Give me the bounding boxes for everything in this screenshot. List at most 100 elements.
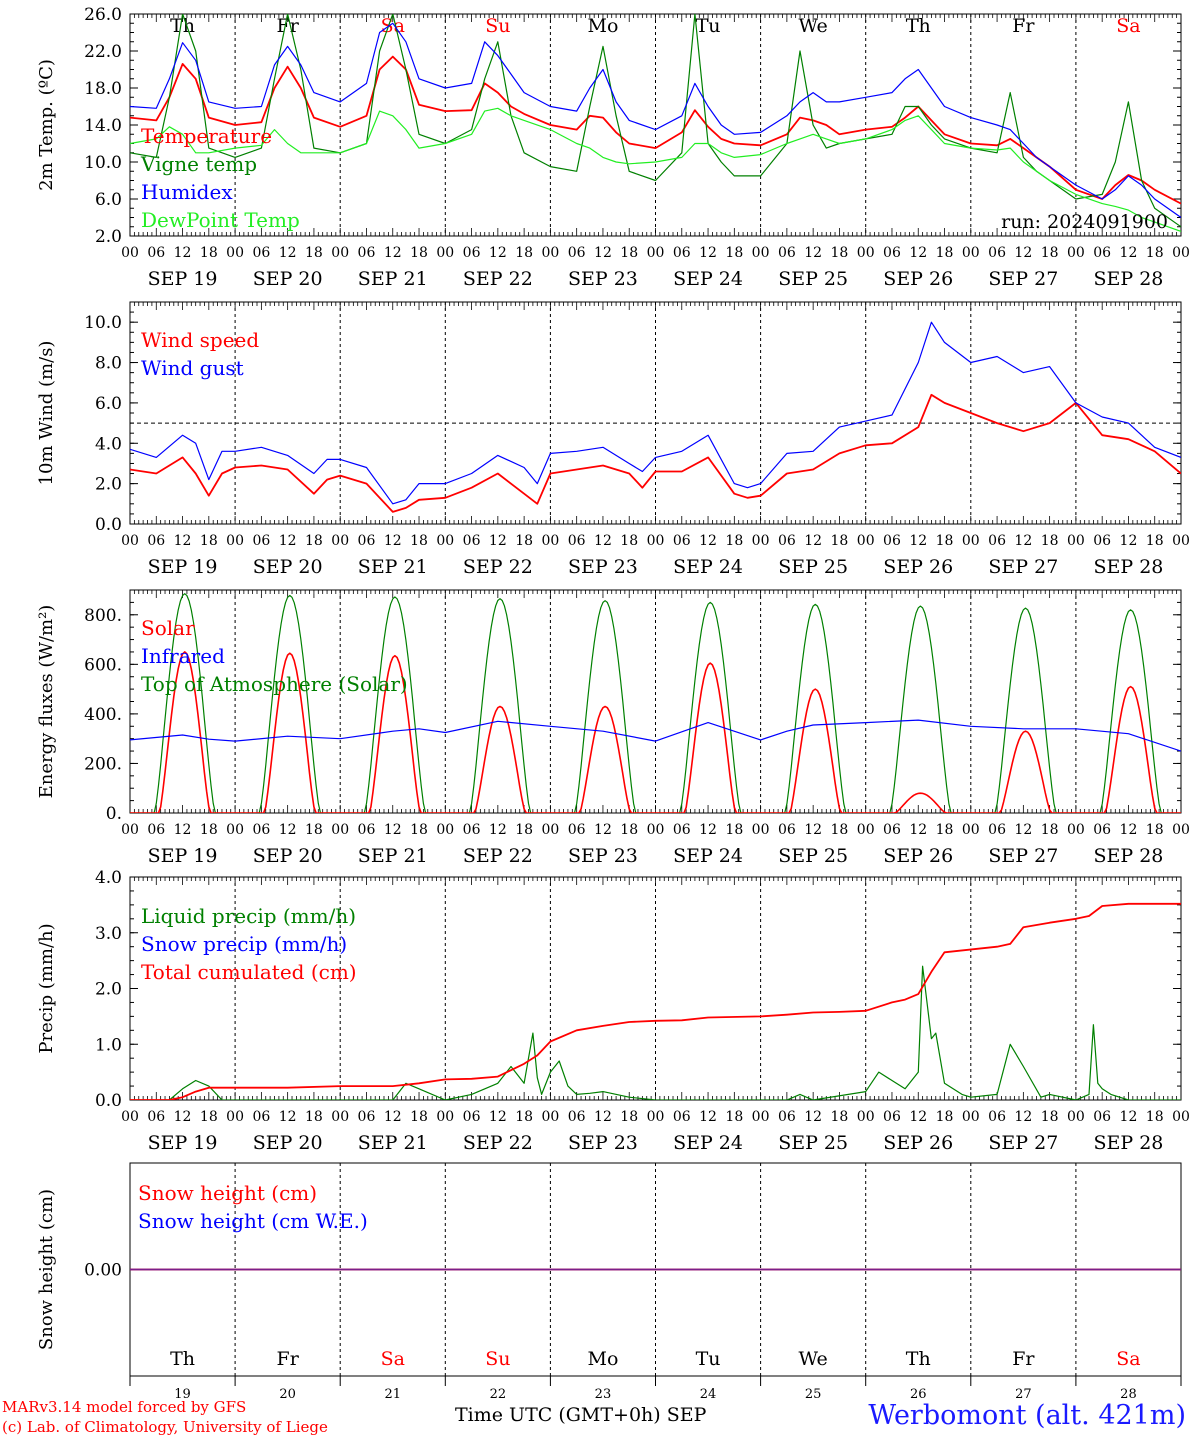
snow-y-axis-label: Snow height (cm) bbox=[36, 1189, 57, 1350]
date-label: SEP 20 bbox=[253, 1132, 323, 1154]
day-number-label: 25 bbox=[805, 1387, 822, 1400]
toa-solar-series bbox=[130, 593, 1181, 813]
weekday-label: Fr bbox=[277, 15, 300, 37]
y-tick-label: 6.0 bbox=[95, 190, 122, 210]
hour-tick-label: 18 bbox=[936, 822, 954, 838]
legend-entry: Wind speed bbox=[141, 328, 259, 352]
temperature-panel: 2.0 6.0 10.0 14.0 18.0 22.0 26.0 2m Temp. (ºC) 0… bbox=[36, 5, 1190, 290]
hour-tick-label: 00 bbox=[752, 822, 770, 838]
weekday-label: Tu bbox=[696, 1348, 721, 1370]
hour-tick-label: 00 bbox=[962, 822, 980, 838]
snow-panel: 0.00 Snow height (cm) 19 20 21 22 23 24 25 26 27 28… bbox=[36, 1162, 1182, 1400]
weekday-label: Sa bbox=[381, 1348, 405, 1370]
hour-tick-label: 00 bbox=[647, 245, 665, 261]
date-label: SEP 28 bbox=[1094, 845, 1164, 867]
hour-tick-label: 18 bbox=[831, 245, 849, 261]
precip-panel: 0.0 1.0 2.0 3.0 4.0 Precip (mm/h) 00 06 12 18 00 06… bbox=[36, 868, 1190, 1154]
hour-tick-label: 00 bbox=[436, 533, 454, 549]
hour-tick-label: 00 bbox=[331, 822, 349, 838]
hour-tick-label: 12 bbox=[174, 533, 192, 549]
hour-tick-label: 12 bbox=[279, 822, 297, 838]
hour-tick-label: 00 bbox=[541, 245, 559, 261]
y-tick-label: 0.0 bbox=[95, 515, 122, 535]
date-label: SEP 19 bbox=[148, 845, 218, 867]
hour-tick-label: 12 bbox=[489, 822, 507, 838]
hour-tick-label: 18 bbox=[410, 1109, 428, 1125]
legend-entry: Vigne temp bbox=[140, 152, 257, 176]
weekday-label: Sa bbox=[381, 15, 405, 37]
hour-tick-label: 06 bbox=[988, 822, 1006, 838]
hour-tick-label: 00 bbox=[962, 1109, 980, 1125]
y-tick-label: 2.0 bbox=[95, 980, 122, 1000]
hour-tick-label: 18 bbox=[515, 822, 533, 838]
hour-tick-label: 18 bbox=[410, 822, 428, 838]
legend-entry: Snow height (cm) bbox=[138, 1181, 317, 1205]
y-tick-label: 2.0 bbox=[95, 475, 122, 495]
hour-tick-label: 00 bbox=[752, 1109, 770, 1125]
y-tick-label: 800. bbox=[84, 606, 122, 626]
wind-panel: 0.0 2.0 4.0 6.0 8.0 10.0 10m Wind (m/s) 00 06 12 1… bbox=[36, 301, 1190, 578]
date-label: SEP 24 bbox=[673, 1132, 743, 1154]
hour-tick-label: 12 bbox=[1014, 822, 1032, 838]
hour-tick-label: 12 bbox=[594, 822, 612, 838]
hour-tick-label: 06 bbox=[673, 822, 691, 838]
hour-tick-label: 00 bbox=[857, 533, 875, 549]
y-tick-label: 10.0 bbox=[84, 313, 122, 333]
station-name: Werbomont (alt. 421m) bbox=[868, 1400, 1186, 1431]
day-number-label: 28 bbox=[1120, 1387, 1137, 1400]
hour-tick-label: 06 bbox=[988, 245, 1006, 261]
hour-tick-label: 06 bbox=[568, 533, 586, 549]
hour-tick-label: 18 bbox=[936, 245, 954, 261]
weekday-label: We bbox=[799, 1348, 828, 1370]
hour-tick-label: 00 bbox=[752, 245, 770, 261]
hour-tick-label: 12 bbox=[699, 245, 717, 261]
date-label: SEP 19 bbox=[148, 268, 218, 290]
vigne-temp-series bbox=[130, 14, 1181, 228]
hour-tick-label: 12 bbox=[909, 1109, 927, 1125]
date-label: SEP 25 bbox=[778, 268, 848, 290]
hour-tick-label: 18 bbox=[831, 533, 849, 549]
y-tick-label: 400. bbox=[84, 705, 122, 725]
hour-tick-label: 00 bbox=[857, 822, 875, 838]
hour-tick-label: 06 bbox=[568, 245, 586, 261]
energy-series-group bbox=[130, 593, 1181, 813]
hour-tick-label: 06 bbox=[463, 1109, 481, 1125]
hour-tick-label: 12 bbox=[699, 822, 717, 838]
lab-credit: (c) Lab. of Climatology, University of L… bbox=[2, 1418, 328, 1436]
y-tick-label: 26.0 bbox=[84, 5, 122, 25]
legend-entry: Total cumulated (cm) bbox=[141, 960, 357, 984]
y-tick-label: 6.0 bbox=[95, 394, 122, 414]
hour-tick-label: 18 bbox=[1041, 533, 1059, 549]
hour-tick-label: 06 bbox=[568, 822, 586, 838]
weekday-label: Th bbox=[906, 1348, 931, 1370]
date-label: SEP 26 bbox=[883, 556, 953, 578]
total-cumulated-cm--series bbox=[130, 902, 1181, 1100]
hour-tick-label: 18 bbox=[1146, 533, 1164, 549]
hour-tick-label: 00 bbox=[436, 1109, 454, 1125]
hour-tick-label: 12 bbox=[804, 1109, 822, 1125]
legend-entry: Infrared bbox=[141, 644, 225, 668]
day-number-label: 21 bbox=[384, 1387, 401, 1400]
y-tick-label: 8.0 bbox=[95, 354, 122, 374]
date-label: SEP 27 bbox=[988, 268, 1058, 290]
hour-tick-label: 12 bbox=[1014, 1109, 1032, 1125]
hour-tick-label: 18 bbox=[1146, 822, 1164, 838]
hour-tick-label: 12 bbox=[279, 245, 297, 261]
hour-tick-label: 18 bbox=[1041, 822, 1059, 838]
temperature-y-axis-label: 2m Temp. (ºC) bbox=[36, 59, 57, 191]
hour-tick-label: 12 bbox=[1120, 245, 1138, 261]
date-label: SEP 20 bbox=[253, 845, 323, 867]
date-label: SEP 28 bbox=[1094, 556, 1164, 578]
hour-tick-label: 12 bbox=[1120, 533, 1138, 549]
hour-tick-label: 00 bbox=[857, 1109, 875, 1125]
hour-tick-label: 00 bbox=[1067, 1109, 1085, 1125]
hour-tick-label: 12 bbox=[909, 822, 927, 838]
hour-tick-label: 18 bbox=[305, 533, 323, 549]
hour-tick-label: 18 bbox=[305, 1109, 323, 1125]
hour-tick-label: 00 bbox=[752, 533, 770, 549]
date-label: SEP 23 bbox=[568, 1132, 638, 1154]
day-number-label: 24 bbox=[700, 1387, 717, 1400]
hour-tick-label: 06 bbox=[988, 533, 1006, 549]
hour-tick-label: 06 bbox=[252, 822, 270, 838]
legend-entry: Top of Atmosphere (Solar) bbox=[141, 672, 408, 696]
